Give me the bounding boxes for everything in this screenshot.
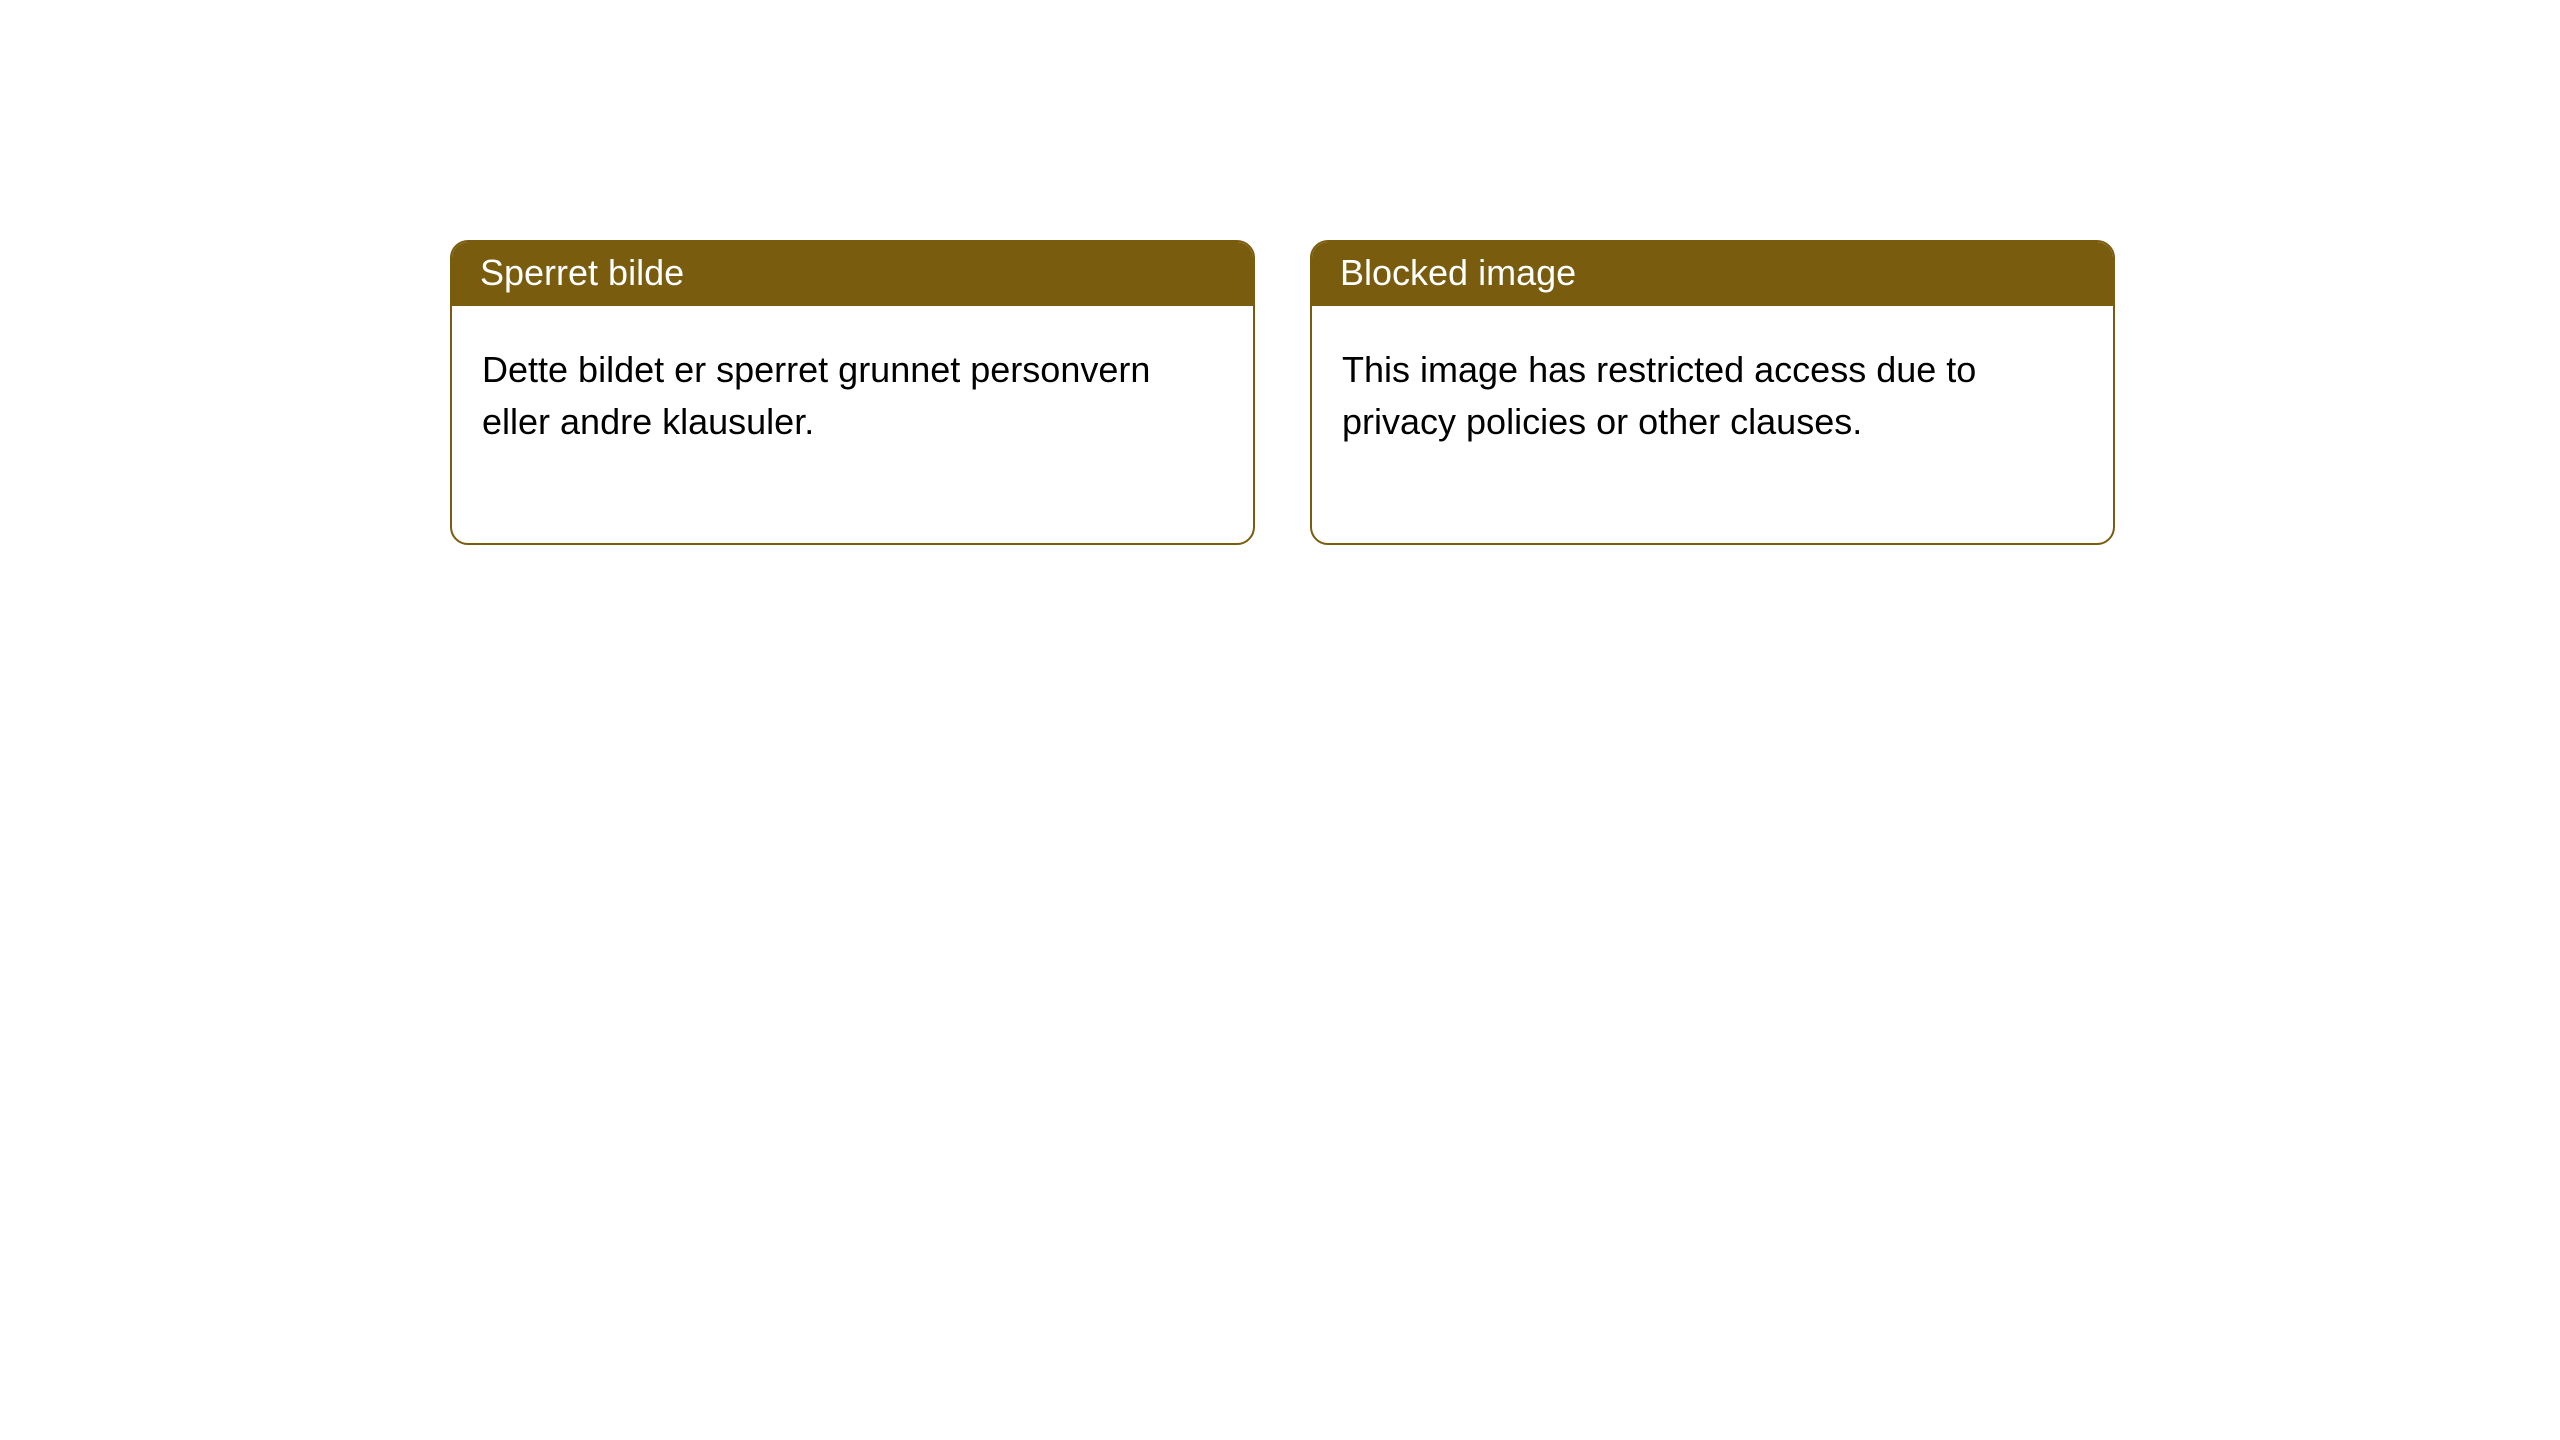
- notice-card-norwegian: Sperret bilde Dette bildet er sperret gr…: [450, 240, 1255, 545]
- notice-header: Blocked image: [1312, 242, 2113, 306]
- notice-body: Dette bildet er sperret grunnet personve…: [452, 306, 1253, 543]
- notice-container: Sperret bilde Dette bildet er sperret gr…: [0, 0, 2560, 545]
- notice-body: This image has restricted access due to …: [1312, 306, 2113, 543]
- notice-card-english: Blocked image This image has restricted …: [1310, 240, 2115, 545]
- notice-header: Sperret bilde: [452, 242, 1253, 306]
